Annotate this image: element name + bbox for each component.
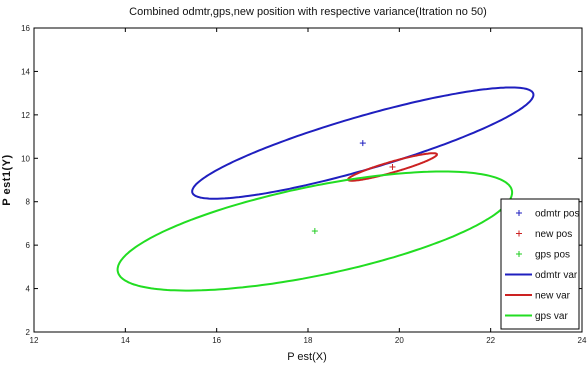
legend-box — [500, 198, 580, 330]
odmtr-pos-marker — [359, 140, 366, 147]
y-tick-label: 14 — [21, 67, 30, 76]
x-tick-label: 22 — [486, 336, 495, 345]
x-tick-label: 12 — [30, 336, 39, 345]
legend-item-new-var: new var — [505, 291, 571, 302]
legend-item-gps-var: gps var — [505, 311, 568, 322]
new-pos-marker — [389, 163, 396, 170]
y-tick-label: 12 — [21, 111, 30, 120]
y-tick-label: 16 — [21, 24, 30, 33]
legend-item-odmtr-pos: odmtr pos — [516, 209, 579, 220]
legend-label: odmtr pos — [535, 209, 579, 220]
gps-var-ellipse — [116, 170, 514, 292]
legend-label: odmtr var — [535, 270, 578, 281]
y-tick-label: 8 — [26, 198, 31, 207]
legend-item-odmtr-var: odmtr var — [505, 270, 578, 281]
legend-label: new pos — [535, 229, 572, 240]
gps-pos-marker — [311, 228, 318, 235]
x-tick-label: 14 — [121, 336, 130, 345]
x-axis-label: P est(X) — [287, 351, 327, 363]
variance-ellipses — [116, 86, 535, 292]
legend-label: gps pos — [535, 250, 570, 261]
odmtr-var-ellipse — [191, 86, 535, 200]
y-tick-label: 10 — [21, 154, 30, 163]
y-tick-label: 6 — [26, 241, 31, 250]
legend: odmtr pos new pos gps pos odmtr var new var g… — [500, 198, 580, 330]
legend-label: new var — [535, 291, 571, 302]
legend-item-new-pos: new pos — [516, 229, 572, 240]
x-tick-label: 20 — [395, 336, 404, 345]
x-tick-label: 18 — [304, 336, 313, 345]
x-tick-label: 24 — [578, 336, 587, 345]
x-tick-label: 16 — [212, 336, 221, 345]
y-axis-label: P est1(Y) — [1, 154, 13, 205]
chart-title: Combined odmtr,gps,new position with res… — [129, 6, 487, 18]
position-points — [311, 140, 396, 235]
legend-label: gps var — [535, 311, 568, 322]
legend-item-gps-pos: gps pos — [516, 250, 570, 261]
y-tick-label: 2 — [26, 328, 31, 337]
y-tick-label: 4 — [26, 285, 31, 294]
